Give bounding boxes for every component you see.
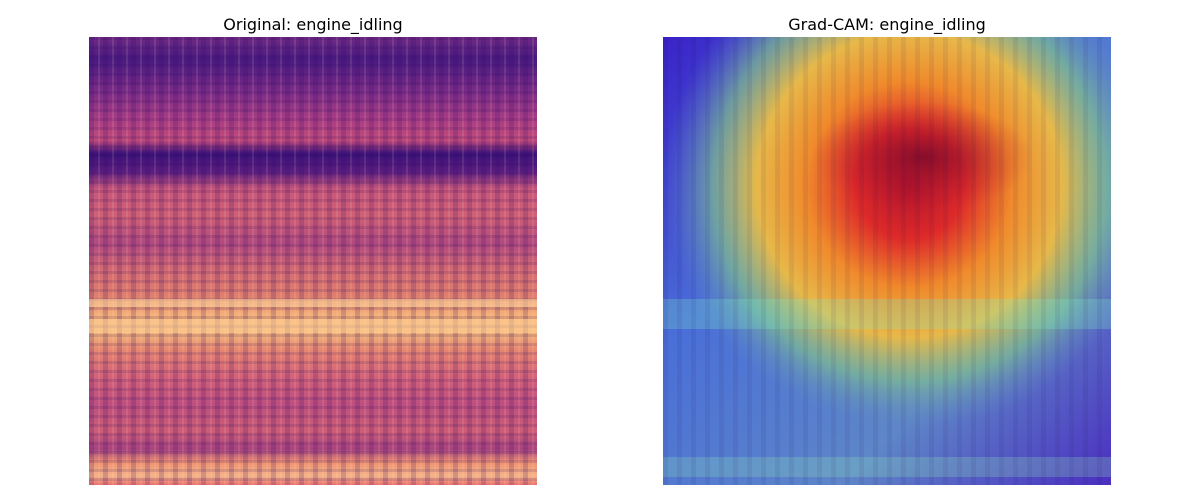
gradcam-overlay-image: [663, 37, 1111, 485]
gradcam-panel-title: Grad-CAM: engine_idling: [788, 15, 986, 34]
original-spectrogram-image: [89, 37, 537, 485]
original-panel-title: Original: engine_idling: [223, 15, 403, 34]
